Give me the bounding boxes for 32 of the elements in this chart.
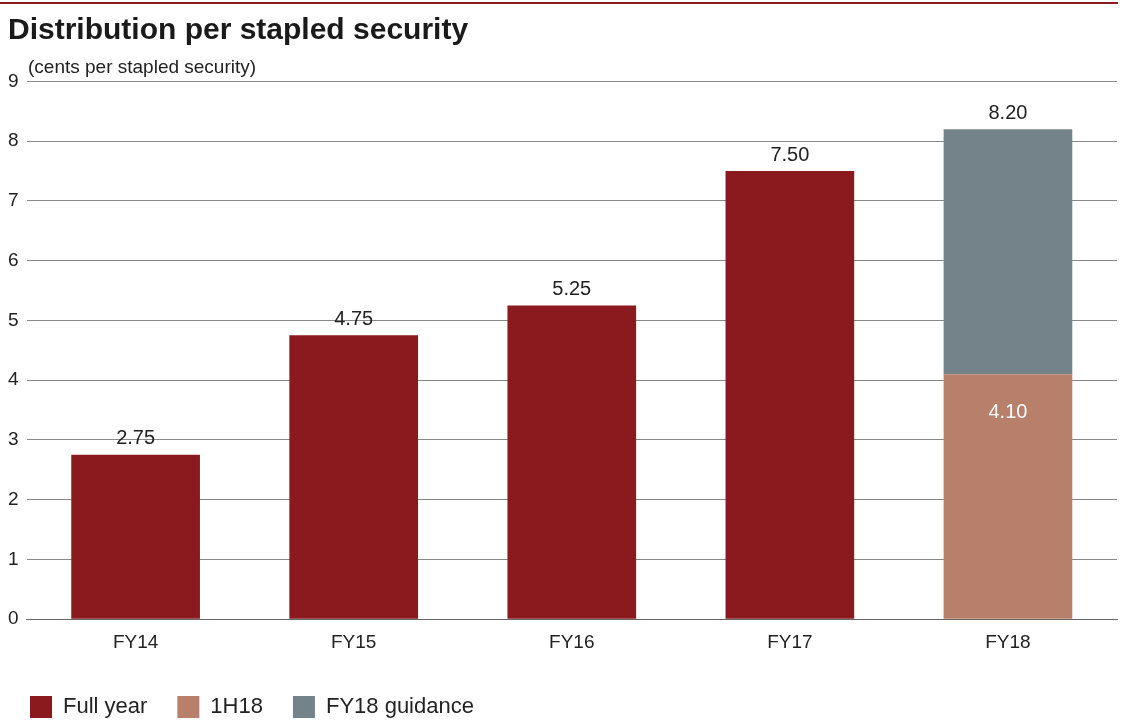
y-tick-label: 2: [7, 487, 19, 509]
x-tick-label: FY17: [767, 630, 813, 652]
y-tick-label: 1: [7, 547, 19, 569]
y-tick-label: 9: [7, 69, 19, 91]
x-tick-label: FY18: [985, 630, 1031, 652]
bar: [943, 129, 1073, 375]
y-tick-label: 5: [7, 308, 19, 330]
data-label: 2.75: [116, 426, 156, 449]
y-tick-label: 7: [7, 189, 19, 211]
x-tick-label: FY16: [549, 630, 595, 652]
bar: [507, 305, 637, 619]
bar: [943, 374, 1073, 619]
legend-label: 1H18: [210, 693, 263, 719]
bar: [289, 335, 419, 619]
total-label: 8.20: [988, 100, 1028, 123]
chart-title: Distribution per stapled security: [8, 12, 469, 46]
y-axis-title: (cents per stapled security): [28, 56, 257, 78]
data-label: 7.50: [770, 142, 810, 165]
legend-label: Full year: [63, 693, 148, 719]
data-label: 4.75: [334, 306, 374, 329]
y-tick-label: 3: [7, 428, 19, 450]
bar: [71, 454, 200, 619]
data-label: 5.25: [552, 277, 592, 299]
x-tick-label: FY15: [330, 630, 377, 652]
y-tick-label: 8: [7, 129, 19, 151]
legend-label: FY18 guidance: [325, 693, 474, 719]
data-label: 4.10: [988, 399, 1028, 422]
y-tick-label: 0: [7, 607, 19, 629]
y-tick-label: 4: [7, 368, 19, 390]
bar: [725, 171, 855, 619]
x-tick-label: FY14: [112, 630, 159, 652]
y-tick-label: 6: [7, 248, 19, 270]
